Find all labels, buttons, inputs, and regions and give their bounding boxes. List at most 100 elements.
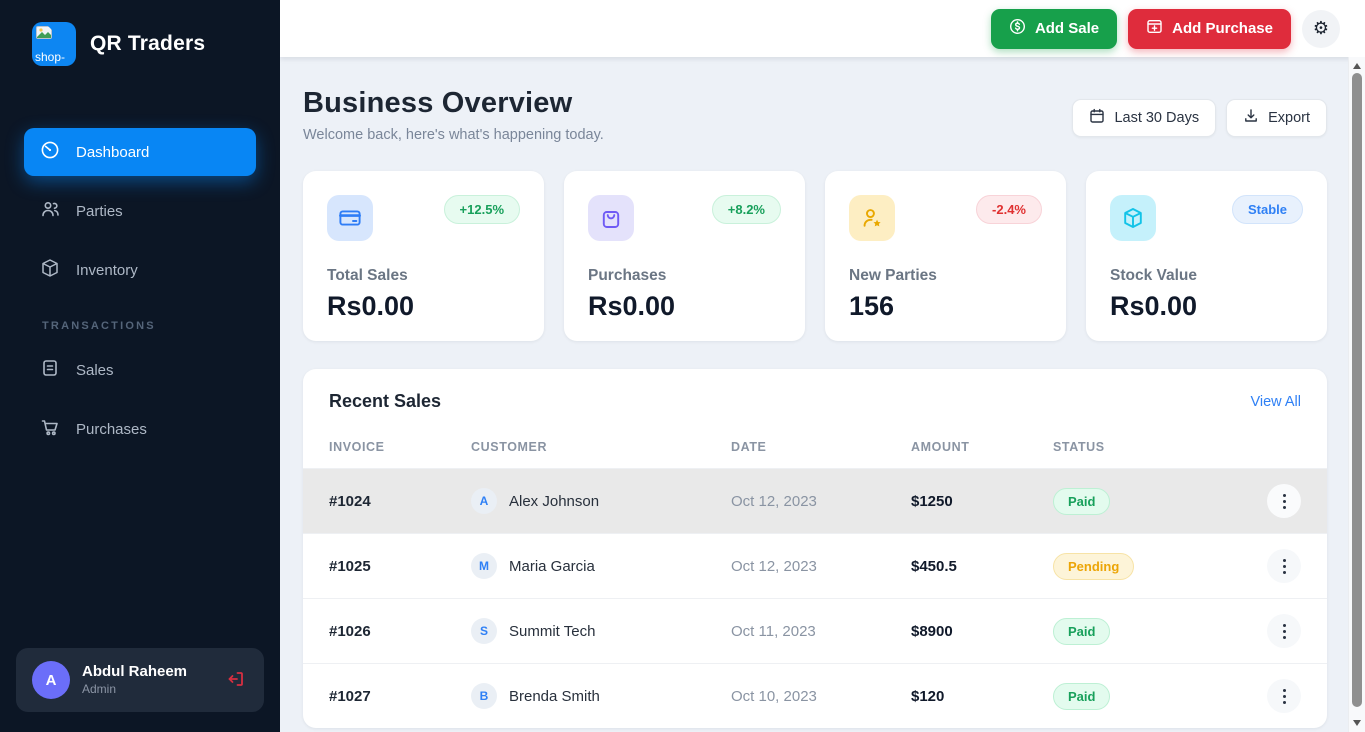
sidebar-item-dashboard[interactable]: Dashboard bbox=[24, 128, 256, 176]
cart-icon bbox=[40, 417, 60, 441]
status-badge: Paid bbox=[1053, 617, 1111, 645]
broken-image-icon bbox=[36, 26, 52, 39]
stat-card-stock-value: Stable Stock Value Rs0.00 bbox=[1086, 171, 1327, 341]
trend-badge: -2.4% bbox=[976, 195, 1042, 224]
main-content: Business Overview Welcome back, here's w… bbox=[280, 57, 1348, 732]
sidebar-item-parties[interactable]: Parties bbox=[24, 187, 256, 235]
user-name: Abdul Raheem bbox=[82, 663, 188, 681]
avatar: A bbox=[32, 661, 70, 699]
brand: shop- QR Traders bbox=[0, 0, 280, 84]
page-subtitle: Welcome back, here's what's happening to… bbox=[303, 127, 604, 143]
recent-sales-card: Recent Sales View All INVOICE CUSTOMER D… bbox=[303, 369, 1327, 728]
stat-value: 156 bbox=[849, 291, 895, 321]
invoice-cell: #1024 bbox=[329, 492, 371, 510]
user-role: Admin bbox=[82, 681, 117, 696]
sidebar-item-purchases[interactable]: Purchases bbox=[24, 405, 256, 453]
table-row[interactable]: #1026 S Summit Tech Oct 11, 2023 $8900 P… bbox=[303, 598, 1327, 663]
row-actions-button[interactable] bbox=[1267, 614, 1301, 648]
stat-value: Rs0.00 bbox=[588, 291, 676, 321]
stat-card-new-parties: -2.4% New Parties 156 bbox=[825, 171, 1066, 341]
speedometer-icon bbox=[40, 140, 60, 164]
logout-icon bbox=[226, 671, 246, 692]
settings-button[interactable]: ⚙ bbox=[1302, 9, 1340, 48]
scroll-up-arrow[interactable] bbox=[1353, 63, 1361, 69]
page-header: Business Overview Welcome back, here's w… bbox=[303, 87, 1327, 143]
topbar: Add Sale Add Purchase ⚙ bbox=[280, 0, 1365, 57]
sidebar-item-label: Inventory bbox=[76, 261, 138, 279]
sidebar-item-label: Purchases bbox=[76, 420, 147, 438]
logo-alt-text: shop- bbox=[35, 50, 66, 64]
scrollbar-thumb[interactable] bbox=[1352, 73, 1362, 707]
sidebar-item-inventory[interactable]: Inventory bbox=[24, 246, 256, 294]
vertical-scrollbar[interactable] bbox=[1348, 57, 1365, 732]
table-header-row: INVOICE CUSTOMER DATE AMOUNT STATUS bbox=[303, 426, 1327, 468]
table-row[interactable]: #1027 B Brenda Smith Oct 10, 2023 $120 P… bbox=[303, 663, 1327, 728]
table-row[interactable]: #1024 A Alex Johnson Oct 12, 2023 $1250 … bbox=[303, 468, 1327, 533]
status-badge: Pending bbox=[1053, 552, 1135, 580]
sidebar-nav: Dashboard Parties Inventory bbox=[0, 128, 280, 453]
row-actions-button[interactable] bbox=[1267, 484, 1301, 518]
customer-name: Alex Johnson bbox=[509, 492, 600, 510]
stat-label: Purchases bbox=[588, 267, 667, 284]
credit-card-icon bbox=[327, 195, 373, 241]
trend-badge: +12.5% bbox=[443, 195, 520, 224]
stat-card-total-sales: +12.5% Total Sales Rs0.00 bbox=[303, 171, 544, 341]
amount-cell: $1250 bbox=[911, 492, 953, 510]
download-icon bbox=[1243, 108, 1259, 128]
customer-avatar: A bbox=[471, 488, 497, 514]
date-cell: Oct 12, 2023 bbox=[731, 557, 817, 575]
customer-avatar: B bbox=[471, 683, 497, 709]
amount-cell: $450.5 bbox=[911, 557, 957, 575]
row-actions-button[interactable] bbox=[1267, 679, 1301, 713]
customer-name: Brenda Smith bbox=[509, 687, 600, 705]
stat-value: Rs0.00 bbox=[1110, 291, 1198, 321]
invoice-cell: #1025 bbox=[329, 557, 371, 575]
calendar-icon bbox=[1089, 108, 1105, 128]
scroll-down-arrow[interactable] bbox=[1353, 720, 1361, 726]
people-icon bbox=[40, 199, 60, 223]
date-range-label: Last 30 Days bbox=[1114, 110, 1200, 126]
user-card[interactable]: A Abdul Raheem Admin bbox=[16, 648, 264, 712]
view-all-link[interactable]: View All bbox=[1250, 393, 1301, 410]
add-purchase-button[interactable]: Add Purchase bbox=[1128, 8, 1291, 49]
person-star-icon bbox=[849, 195, 895, 241]
invoice-cell: #1027 bbox=[329, 687, 371, 705]
cube-icon bbox=[1110, 195, 1156, 241]
row-actions-button[interactable] bbox=[1267, 549, 1301, 583]
trend-badge: +8.2% bbox=[711, 195, 781, 224]
page-title: Business Overview bbox=[303, 87, 573, 119]
date-cell: Oct 12, 2023 bbox=[731, 492, 817, 510]
date-cell: Oct 10, 2023 bbox=[731, 687, 817, 705]
stat-value: Rs0.00 bbox=[327, 291, 415, 321]
window-plus-icon bbox=[1146, 18, 1163, 39]
add-sale-button[interactable]: Add Sale bbox=[990, 8, 1118, 49]
status-badge: Paid bbox=[1053, 487, 1111, 515]
export-button[interactable]: Export bbox=[1226, 99, 1327, 137]
coin-icon bbox=[1009, 18, 1026, 39]
sidebar-item-label: Dashboard bbox=[76, 143, 150, 161]
recent-sales-title: Recent Sales bbox=[329, 391, 442, 411]
stat-label: Total Sales bbox=[327, 267, 408, 284]
export-label: Export bbox=[1268, 110, 1310, 126]
column-header-customer: CUSTOMER bbox=[471, 440, 548, 454]
amount-cell: $8900 bbox=[911, 622, 953, 640]
column-header-amount: AMOUNT bbox=[911, 440, 970, 454]
add-sale-label: Add Sale bbox=[1034, 20, 1100, 37]
column-header-date: DATE bbox=[731, 440, 767, 454]
box-icon bbox=[40, 258, 60, 282]
date-range-button[interactable]: Last 30 Days bbox=[1072, 99, 1217, 137]
stat-label: New Parties bbox=[849, 267, 937, 284]
logout-button[interactable] bbox=[224, 667, 248, 694]
trend-badge: Stable bbox=[1231, 195, 1303, 224]
sidebar-item-sales[interactable]: Sales bbox=[24, 346, 256, 394]
app-title: QR Traders bbox=[90, 32, 206, 55]
sidebar-section-transactions: TRANSACTIONS bbox=[42, 320, 156, 332]
customer-name: Maria Garcia bbox=[509, 557, 595, 575]
customer-name: Summit Tech bbox=[509, 622, 596, 640]
sidebar: shop- QR Traders Dashboard bbox=[0, 0, 280, 732]
status-badge: Paid bbox=[1053, 682, 1111, 710]
table-row[interactable]: #1025 M Maria Garcia Oct 12, 2023 $450.5… bbox=[303, 533, 1327, 598]
invoice-cell: #1026 bbox=[329, 622, 371, 640]
receipt-icon bbox=[40, 358, 60, 382]
date-cell: Oct 11, 2023 bbox=[731, 622, 816, 640]
